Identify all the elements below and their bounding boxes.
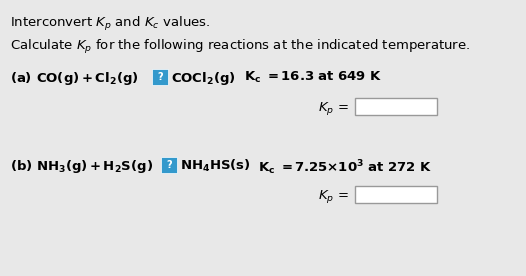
FancyBboxPatch shape (355, 186, 437, 203)
Text: $\mathbf{K_c}$ $\mathbf{= 7.25{\times}10^3\ at\ 272\ K}$: $\mathbf{K_c}$ $\mathbf{= 7.25{\times}10… (258, 158, 432, 177)
Text: $\mathbf{COCl_2(g)}$: $\mathbf{COCl_2(g)}$ (171, 70, 236, 87)
Text: $K_p$ =: $K_p$ = (318, 100, 349, 117)
Text: $\mathbf{NH_4HS(s)}$: $\mathbf{NH_4HS(s)}$ (180, 158, 251, 174)
FancyBboxPatch shape (355, 98, 437, 115)
Text: ?: ? (157, 73, 163, 83)
Text: $\mathbf{K_c}$ $\mathbf{= 16.3\ at\ 649\ K}$: $\mathbf{K_c}$ $\mathbf{= 16.3\ at\ 649\… (244, 70, 382, 85)
FancyBboxPatch shape (161, 157, 177, 173)
Text: Calculate $K_p$ for the following reactions at the indicated temperature.: Calculate $K_p$ for the following reacti… (10, 38, 470, 56)
Text: $\mathbf{(a)}$: $\mathbf{(a)}$ (10, 70, 32, 85)
Text: $\mathbf{CO(g) + Cl_2(g)}$: $\mathbf{CO(g) + Cl_2(g)}$ (36, 70, 138, 87)
Text: $K_p$ =: $K_p$ = (318, 188, 349, 205)
Text: $\mathbf{(b)}$: $\mathbf{(b)}$ (10, 158, 33, 173)
FancyBboxPatch shape (152, 69, 168, 85)
Text: $\mathbf{NH_3(g) + H_2S(g)}$: $\mathbf{NH_3(g) + H_2S(g)}$ (36, 158, 153, 175)
Text: Interconvert $K_p$ and $K_c$ values.: Interconvert $K_p$ and $K_c$ values. (10, 15, 210, 33)
Text: ?: ? (166, 161, 172, 171)
